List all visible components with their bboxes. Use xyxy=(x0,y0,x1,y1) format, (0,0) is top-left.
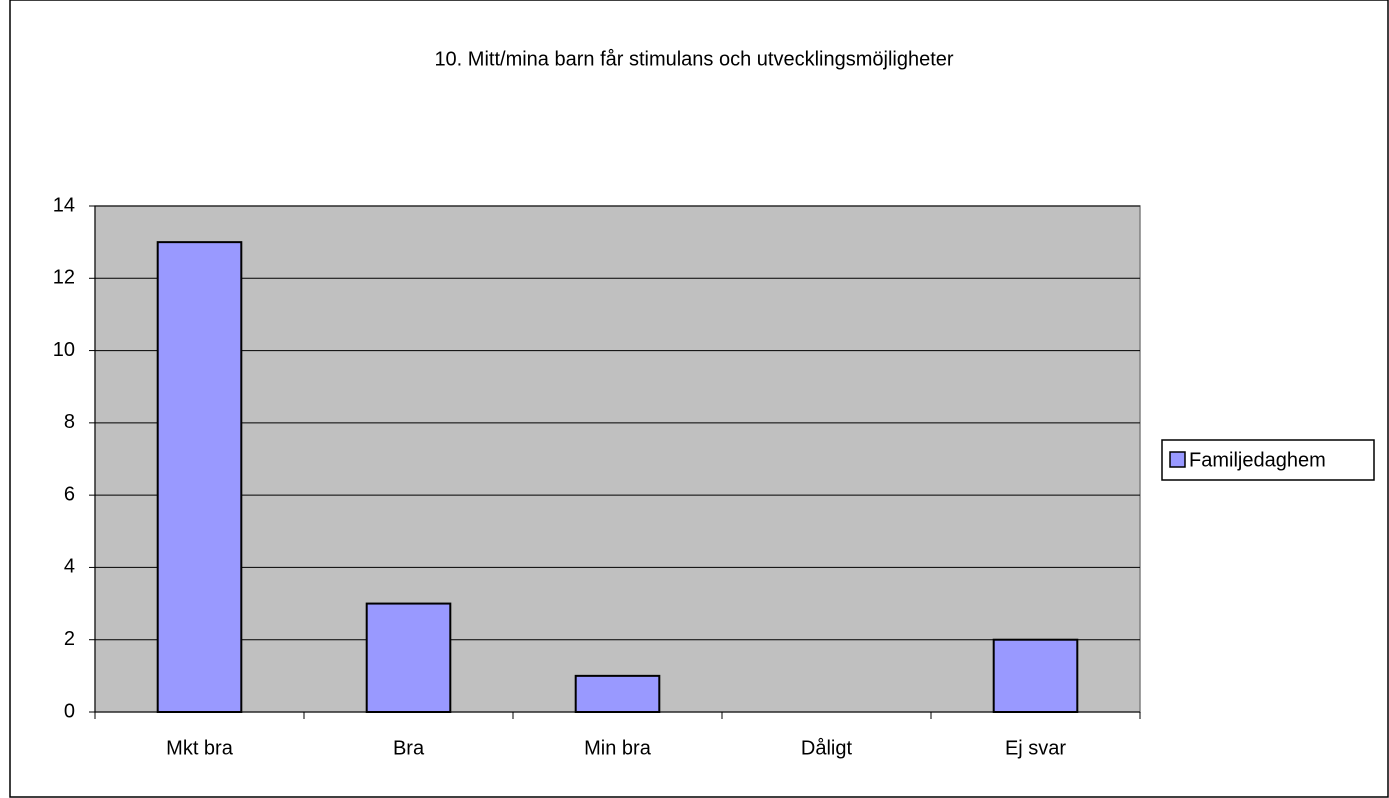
x-tick-label: Mkt bra xyxy=(166,737,234,759)
bar xyxy=(574,674,661,713)
bar xyxy=(365,602,452,713)
y-tick-label: 2 xyxy=(64,628,75,650)
x-tick-label: Bra xyxy=(393,737,425,759)
x-tick-label: Min bra xyxy=(584,737,652,759)
bar xyxy=(992,638,1079,714)
x-tick-label: Ej svar xyxy=(1005,737,1066,759)
y-tick-label: 8 xyxy=(64,411,75,433)
legend-label: Familjedaghem xyxy=(1189,449,1326,471)
y-tick-label: 4 xyxy=(64,556,75,578)
bar xyxy=(156,241,243,713)
y-tick-label: 14 xyxy=(53,194,75,216)
x-tick-label: Dåligt xyxy=(801,737,853,759)
plot-area xyxy=(94,205,1141,713)
chart-title: 10. Mitt/mina barn får stimulans och utv… xyxy=(434,48,953,70)
y-tick-label: 0 xyxy=(64,700,75,722)
y-tick-label: 10 xyxy=(53,339,75,361)
y-tick-label: 6 xyxy=(64,483,75,505)
legend-box xyxy=(1161,439,1375,481)
legend-swatch xyxy=(1169,451,1186,468)
y-tick-label: 12 xyxy=(53,267,75,289)
